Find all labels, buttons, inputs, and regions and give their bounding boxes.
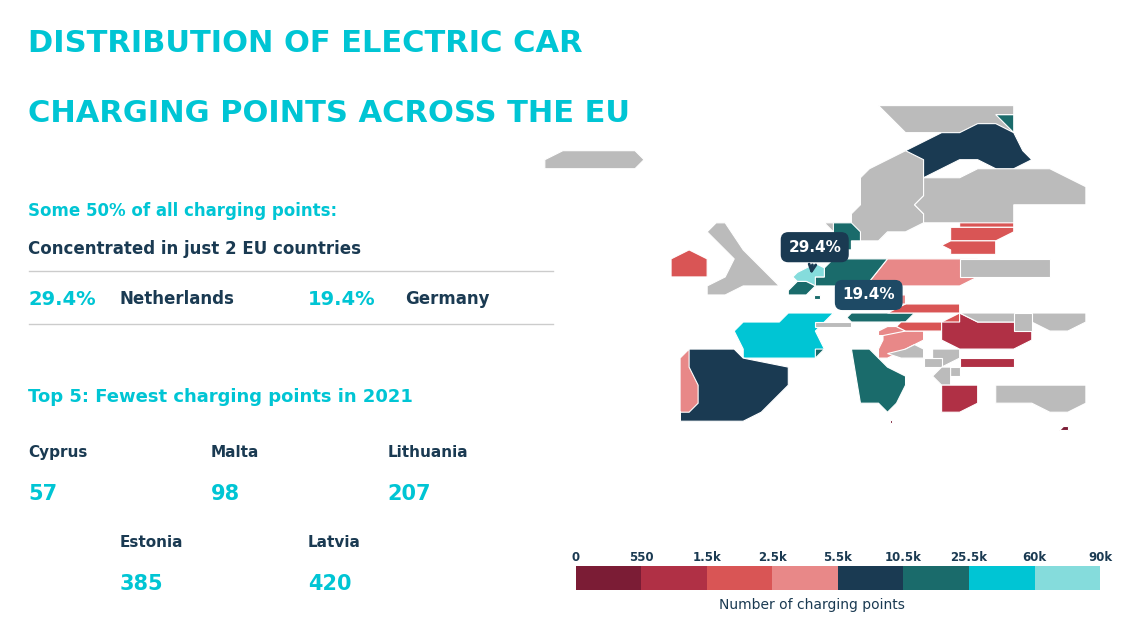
Polygon shape <box>888 345 923 358</box>
Text: DISTRIBUTION OF ELECTRIC CAR: DISTRIBUTION OF ELECTRIC CAR <box>28 29 584 58</box>
Text: 385: 385 <box>120 574 163 594</box>
Polygon shape <box>861 295 905 304</box>
Text: 29.4%: 29.4% <box>28 290 96 309</box>
Text: 0: 0 <box>571 551 580 563</box>
Bar <box>576 566 641 590</box>
Text: Germany: Germany <box>405 290 489 308</box>
Text: 57: 57 <box>28 484 58 504</box>
Polygon shape <box>896 313 960 331</box>
Text: 29.4%: 29.4% <box>788 240 841 271</box>
Text: 420: 420 <box>308 574 351 594</box>
Polygon shape <box>942 313 1032 349</box>
Text: CHARGING POINTS ACROSS THE EU: CHARGING POINTS ACROSS THE EU <box>28 99 630 128</box>
Text: 207: 207 <box>388 484 431 504</box>
Bar <box>838 566 904 590</box>
Polygon shape <box>951 228 1013 241</box>
Polygon shape <box>806 106 1013 241</box>
Text: 2.5k: 2.5k <box>758 551 787 563</box>
Polygon shape <box>852 115 1013 241</box>
Polygon shape <box>960 313 1086 331</box>
Polygon shape <box>960 358 1013 367</box>
Polygon shape <box>1059 426 1068 430</box>
Polygon shape <box>905 124 1032 204</box>
Polygon shape <box>707 223 780 295</box>
Text: 25.5k: 25.5k <box>951 551 987 563</box>
Text: Latvia: Latvia <box>308 535 360 550</box>
Polygon shape <box>847 313 914 322</box>
Polygon shape <box>1013 313 1032 331</box>
Polygon shape <box>933 349 960 367</box>
Polygon shape <box>681 349 698 421</box>
Text: Concentrated in just 2 EU countries: Concentrated in just 2 EU countries <box>28 240 361 258</box>
Text: 19.4%: 19.4% <box>308 290 375 309</box>
Polygon shape <box>914 169 1086 223</box>
Text: Some 50% of all charging points:: Some 50% of all charging points: <box>28 202 337 220</box>
Text: Cyprus: Cyprus <box>28 445 88 460</box>
Text: 60k: 60k <box>1023 551 1047 563</box>
Text: 90k: 90k <box>1088 551 1113 563</box>
Bar <box>904 566 969 590</box>
Text: Malta: Malta <box>211 445 259 460</box>
Polygon shape <box>933 367 951 385</box>
Polygon shape <box>681 349 788 421</box>
Text: Top 5: Fewest charging points in 2021: Top 5: Fewest charging points in 2021 <box>28 388 414 406</box>
Polygon shape <box>815 322 852 326</box>
Text: 1.5k: 1.5k <box>692 551 722 563</box>
Text: 10.5k: 10.5k <box>885 551 922 563</box>
Polygon shape <box>734 313 833 358</box>
Polygon shape <box>890 420 891 423</box>
Polygon shape <box>833 223 861 250</box>
Polygon shape <box>814 295 820 299</box>
Polygon shape <box>942 241 995 254</box>
Text: Estonia: Estonia <box>120 535 184 550</box>
Text: Number of charging points: Number of charging points <box>718 598 905 612</box>
Polygon shape <box>942 367 960 376</box>
Polygon shape <box>870 259 978 286</box>
Polygon shape <box>888 304 960 313</box>
Polygon shape <box>995 385 1086 412</box>
Polygon shape <box>879 331 923 358</box>
Bar <box>969 566 1035 590</box>
Bar <box>773 566 838 590</box>
Text: Netherlands: Netherlands <box>120 290 235 308</box>
Text: 98: 98 <box>211 484 241 504</box>
Text: 550: 550 <box>629 551 653 563</box>
Polygon shape <box>671 250 707 277</box>
Polygon shape <box>811 259 888 286</box>
Text: 5.5k: 5.5k <box>823 551 853 563</box>
Bar <box>1035 566 1100 590</box>
Polygon shape <box>879 326 905 335</box>
Polygon shape <box>815 349 905 412</box>
Text: 19.4%: 19.4% <box>842 287 895 303</box>
Text: Lithuania: Lithuania <box>388 445 469 460</box>
Polygon shape <box>923 358 942 367</box>
Polygon shape <box>942 385 978 412</box>
Polygon shape <box>960 259 1050 277</box>
Polygon shape <box>788 281 815 295</box>
Bar <box>641 566 707 590</box>
Polygon shape <box>792 263 824 286</box>
Polygon shape <box>545 151 644 169</box>
Bar <box>707 566 773 590</box>
Polygon shape <box>960 210 1013 228</box>
